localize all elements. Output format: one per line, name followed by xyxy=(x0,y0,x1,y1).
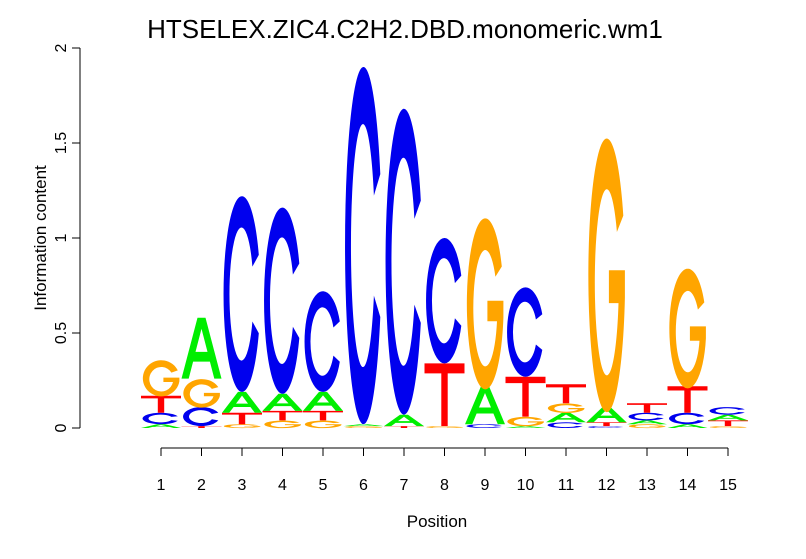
logo-letter-A xyxy=(262,393,303,411)
logo-letter-A xyxy=(343,424,384,427)
logo-stack-13 xyxy=(627,403,667,429)
logo-letter-G xyxy=(345,426,382,429)
x-tick-label: 15 xyxy=(719,477,737,494)
logo-letter-C xyxy=(264,207,300,394)
x-tick-label: 12 xyxy=(598,477,616,494)
logo-letter-A xyxy=(181,317,222,379)
logo-stack-14 xyxy=(667,268,708,428)
logo-stack-3 xyxy=(222,196,262,429)
logo-stack-2 xyxy=(181,317,222,428)
logo-letter-A xyxy=(222,391,262,413)
logo-letter-C xyxy=(223,196,259,392)
logo-letter-T xyxy=(627,403,667,413)
logo-letter-T xyxy=(181,426,222,428)
logo-letter-C xyxy=(142,412,178,425)
x-tick-label: 8 xyxy=(440,477,449,494)
x-axis: 1 2 3 4 5 6 7 8 9 10 11 12 13 14 15 xyxy=(157,447,737,494)
x-tick-label: 1 xyxy=(157,477,166,494)
logo-letter-G xyxy=(264,420,301,429)
logo-letter-T xyxy=(586,422,627,427)
logo-letter-A xyxy=(505,426,546,428)
logo-letter-C xyxy=(628,412,664,421)
y-tick-label: 1.5 xyxy=(53,132,70,154)
x-tick-label: 11 xyxy=(558,477,575,494)
logo-letter-T xyxy=(546,384,586,404)
x-axis-label: Position xyxy=(407,512,467,531)
logo-letter-C xyxy=(588,426,624,428)
y-axis: 0 0.5 1 1.5 2 xyxy=(53,43,81,432)
logo-letter-T xyxy=(424,363,465,427)
logo-letter-G xyxy=(547,403,585,413)
x-tick-label: 7 xyxy=(400,477,409,494)
logo-letter-A xyxy=(546,412,586,423)
logo-letter-C xyxy=(426,238,462,364)
logo-letter-C xyxy=(183,407,219,427)
logo-letter-G xyxy=(588,138,625,413)
logo-stack-4 xyxy=(262,207,303,429)
logo-letter-T xyxy=(667,386,708,413)
x-tick-label: 13 xyxy=(638,477,656,494)
logo-stack-9 xyxy=(465,218,505,428)
logo-letter-A xyxy=(586,407,627,423)
logo-letter-C xyxy=(466,424,502,428)
logo-letter-A xyxy=(465,386,505,425)
logo-letter-T xyxy=(303,410,343,421)
chart-title: HTSELEX.ZIC4.C2H2.DBD.monomeric.wm1 xyxy=(147,14,663,44)
logo-letter-G xyxy=(669,268,706,389)
logo-letter-A xyxy=(708,414,748,421)
y-tick-label: 2 xyxy=(53,43,70,52)
y-tick-label: 0 xyxy=(53,423,70,432)
logo-stack-15 xyxy=(708,407,748,429)
logo-letter-C xyxy=(304,291,340,392)
x-tick-label: 3 xyxy=(238,477,247,494)
logo-letter-A xyxy=(384,414,424,427)
logo-letter-T xyxy=(505,376,546,417)
x-tick-label: 5 xyxy=(319,477,328,494)
logo-letter-C xyxy=(709,407,745,415)
logo-stack-8 xyxy=(424,238,465,429)
logo-letter-G xyxy=(709,426,747,429)
logo-stack-1 xyxy=(141,360,181,428)
logo-letter-G xyxy=(223,424,261,429)
x-tick-label: 9 xyxy=(481,477,490,494)
logo-letter-T xyxy=(141,395,181,413)
y-axis-label: Information content xyxy=(31,165,50,311)
logo-letter-C xyxy=(669,412,705,425)
logo-stack-7 xyxy=(384,108,424,428)
logo-letter-G xyxy=(507,416,544,427)
logo-letter-G xyxy=(142,360,180,397)
logo-letter-A xyxy=(141,424,181,428)
x-tick-label: 2 xyxy=(197,477,206,494)
logo-stack-11 xyxy=(546,384,586,428)
x-tick-label: 6 xyxy=(359,477,368,494)
logo-letter-G xyxy=(628,424,666,429)
logo-letter-C xyxy=(345,67,381,425)
logo-letter-T xyxy=(708,420,748,427)
logo-letter-G xyxy=(426,426,463,429)
y-tick-label: 1 xyxy=(53,233,70,242)
x-tick-label: 4 xyxy=(278,477,287,494)
logo-letter-G xyxy=(183,379,220,408)
logo-letter-G xyxy=(304,420,342,429)
logo-letter-T xyxy=(222,412,262,425)
logo-letter-T xyxy=(262,410,303,421)
x-tick-label: 14 xyxy=(679,477,697,494)
logo-stack-10 xyxy=(505,287,546,428)
logo-stack-5 xyxy=(303,291,343,429)
logo-letter-T xyxy=(384,426,424,428)
y-tick-label: 0.5 xyxy=(53,322,70,344)
logo-letter-C xyxy=(547,422,583,428)
logo-stack-6 xyxy=(343,67,384,429)
logo-letter-C xyxy=(385,108,421,415)
logo-letter-G xyxy=(466,218,504,390)
logo-stack-12 xyxy=(586,138,627,428)
logo-letter-C xyxy=(507,287,543,377)
logo-letter-A xyxy=(667,424,708,428)
x-tick-label: 10 xyxy=(517,477,535,494)
logo-letter-A xyxy=(303,391,343,411)
logo-stacks xyxy=(141,67,748,429)
logo-letter-A xyxy=(627,420,667,425)
